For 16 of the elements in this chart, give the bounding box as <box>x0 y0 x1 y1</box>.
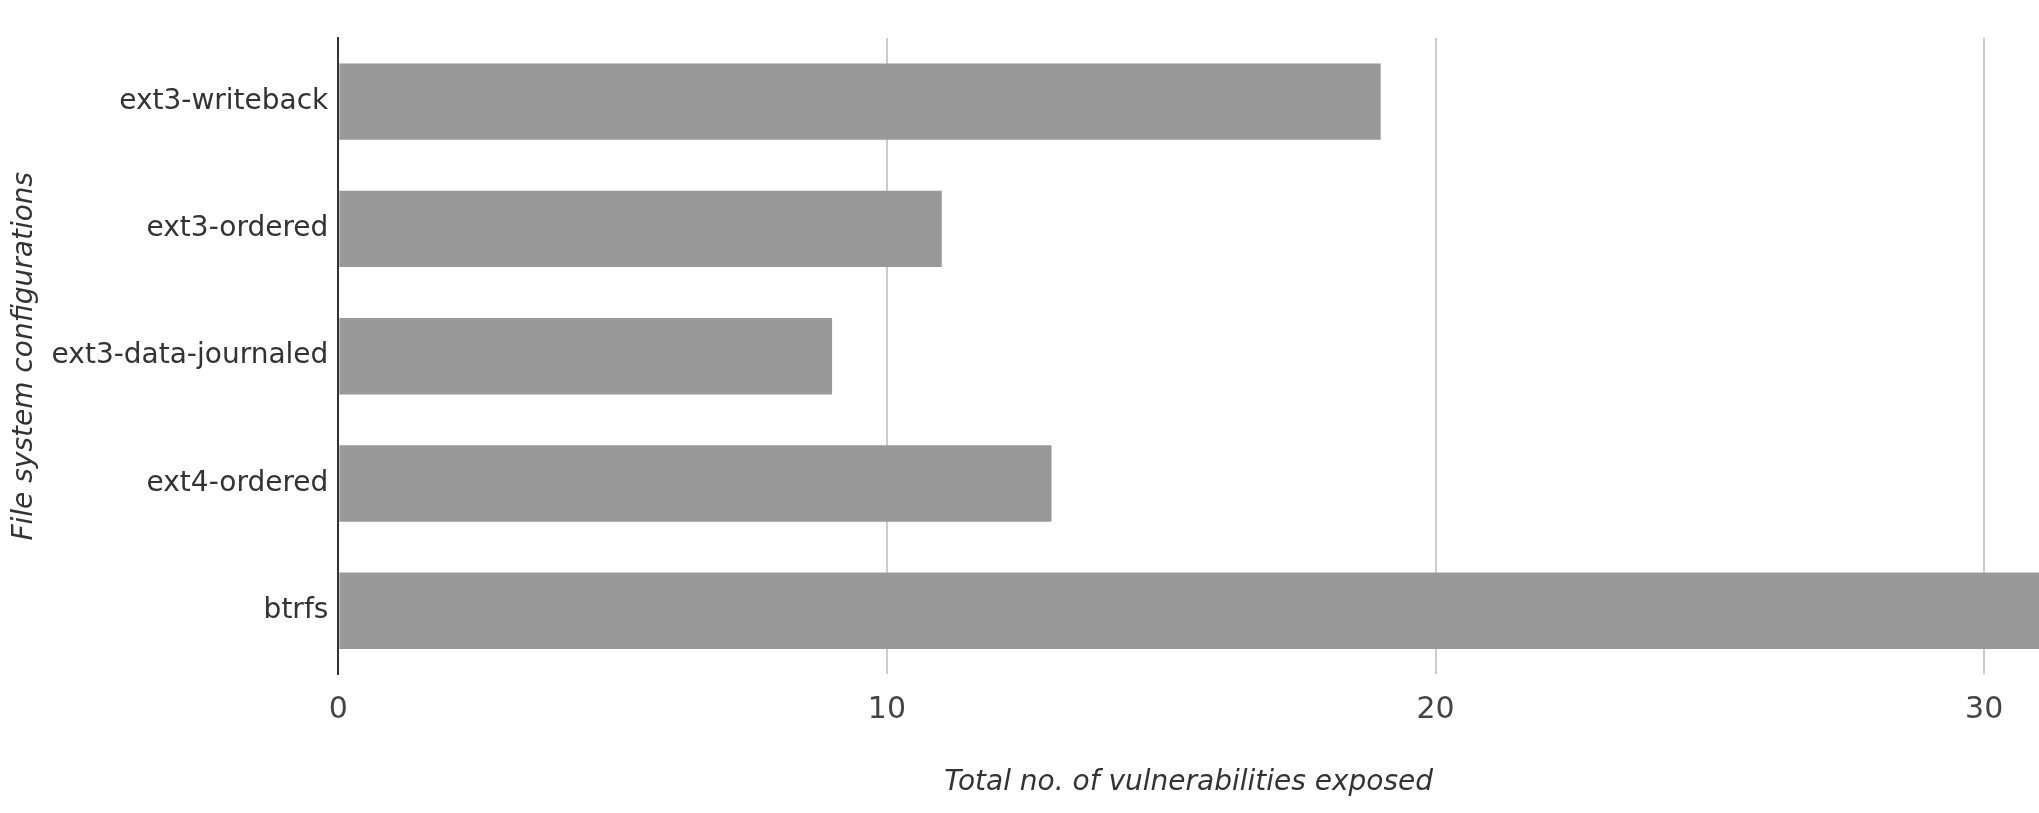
bar <box>339 190 942 268</box>
x-axis-title: Total no. of vulnerabilities exposed <box>944 764 1434 798</box>
bar <box>339 445 1052 522</box>
bar <box>339 572 2039 649</box>
x-tick-label: 0 <box>328 690 348 726</box>
x-tick-label: 20 <box>1416 690 1455 726</box>
y-tick-label: btrfs <box>263 592 329 626</box>
y-tick-label: ext3-ordered <box>146 210 329 244</box>
x-tick-label: 30 <box>1965 690 2004 726</box>
y-tick-label: ext4-ordered <box>146 464 329 498</box>
y-axis-title: File system configurations <box>6 171 40 541</box>
y-tick-label: ext3-data-journaled <box>51 337 329 371</box>
bar <box>339 63 1381 140</box>
x-tick-label: 10 <box>867 690 907 726</box>
bar <box>339 318 833 395</box>
y-tick-label: ext3-writeback <box>119 82 330 116</box>
